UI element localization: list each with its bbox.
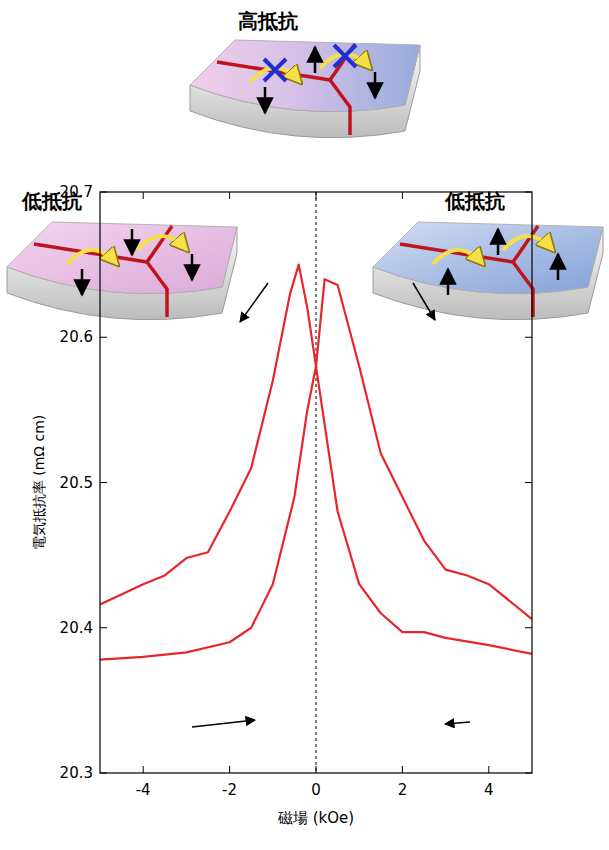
figure: 高抵抗低抵抗低抵抗-4-202420.320.420.520.620.7磁場 (… [0, 0, 609, 850]
blocked-mark [264, 59, 286, 81]
slab-top [373, 222, 603, 294]
hopping-arrow [503, 236, 553, 250]
spin-arrow [447, 269, 450, 295]
plot-frame [100, 192, 532, 773]
grain-boundary [34, 244, 147, 262]
y-axis-title: 電気抵抗率 (mΩ cm) [31, 415, 47, 551]
x-tick [316, 192, 317, 199]
spin-arrow [497, 229, 500, 255]
spin-arrow [314, 47, 317, 73]
hopping-arrow [433, 250, 483, 264]
grain-boundary [513, 262, 533, 317]
plot-area [100, 265, 532, 660]
grain-boundary [147, 226, 172, 262]
spin-arrow [81, 269, 84, 295]
spin-arrow [264, 87, 267, 113]
y-tick [525, 337, 532, 338]
spin-arrow [557, 254, 560, 280]
y-tick-label: 20.5 [60, 474, 93, 492]
slab-panel [7, 222, 237, 320]
sweep-arrow [240, 283, 268, 322]
reference-line [316, 192, 317, 773]
spin-arrow [131, 229, 134, 255]
x-tick-label: -2 [222, 781, 237, 799]
x-axis-title: 磁場 (kOe) [277, 809, 354, 827]
x-tick [488, 766, 489, 773]
x-tick [229, 766, 230, 773]
slab-panel [373, 222, 603, 320]
grain-boundary [400, 244, 513, 262]
x-tick [402, 192, 403, 199]
x-tick [402, 766, 403, 773]
hopping-arrow [137, 236, 187, 250]
x-tick [143, 192, 144, 199]
grain-boundary [147, 262, 167, 317]
y-tick-label: 20.7 [60, 183, 93, 201]
x-tick-label: 4 [484, 781, 494, 799]
sweep-arrow [413, 283, 435, 320]
y-tick [525, 773, 532, 774]
data-line [100, 265, 532, 654]
panel-label: 高抵抗 [238, 9, 298, 33]
x-tick-label: 2 [398, 781, 408, 799]
slab-top [7, 222, 237, 294]
y-tick [525, 192, 532, 193]
x-tick [316, 766, 317, 773]
y-tick [100, 773, 107, 774]
hopping-arrow [67, 250, 117, 264]
sweep-arrow [445, 722, 470, 724]
data-line [100, 279, 532, 660]
y-tick-label: 20.3 [60, 764, 93, 782]
y-tick [100, 192, 107, 193]
y-tick [525, 627, 532, 628]
slab-panel [190, 40, 420, 138]
x-tick [488, 192, 489, 199]
x-tick [143, 766, 144, 773]
y-tick-label: 20.6 [60, 328, 93, 346]
grain-boundary [330, 44, 355, 80]
y-tick [100, 482, 107, 483]
x-tick [229, 192, 230, 199]
y-tick-label: 20.4 [60, 619, 93, 637]
grain-boundary [330, 80, 350, 135]
y-tick [525, 482, 532, 483]
spin-arrow [374, 72, 377, 98]
x-tick-label: 0 [311, 781, 321, 799]
y-tick [100, 627, 107, 628]
blocked-mark [334, 45, 356, 67]
spin-arrow [191, 254, 194, 280]
x-tick-label: -4 [136, 781, 151, 799]
y-tick [100, 337, 107, 338]
sweep-arrow [192, 720, 255, 727]
grain-boundary [513, 226, 538, 262]
slab-top [190, 40, 420, 112]
